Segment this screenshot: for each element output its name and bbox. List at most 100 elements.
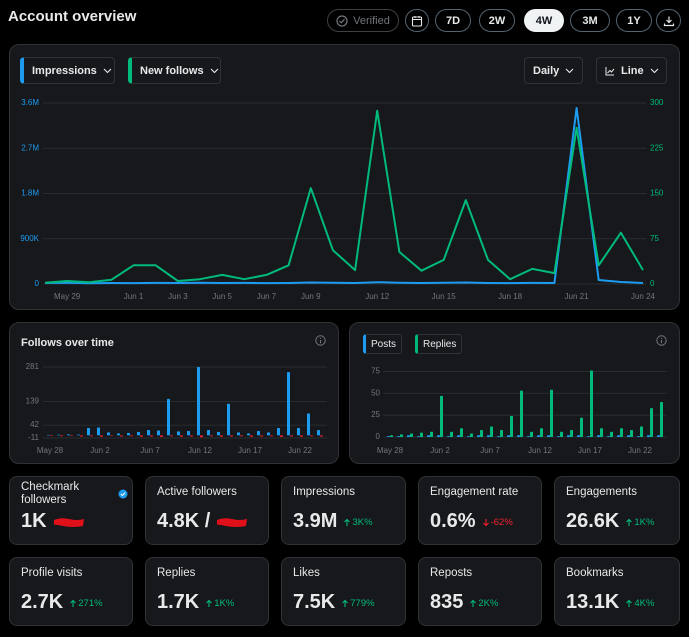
bar [320, 435, 323, 437]
bar [587, 436, 590, 437]
bar [200, 435, 203, 438]
granularity-select[interactable]: Daily [524, 57, 583, 84]
bar [540, 428, 543, 437]
metric-value: 4.8K / [157, 510, 211, 532]
range-button[interactable]: 2W [479, 9, 515, 32]
metric-row: 3.9M 3K% [293, 510, 373, 533]
arrow [470, 599, 477, 607]
bar [317, 429, 320, 436]
bar [530, 431, 533, 437]
verified-badge [118, 489, 128, 499]
metric-row: 7.5K 779% [293, 591, 375, 614]
bar [470, 433, 473, 437]
chevron [650, 68, 659, 73]
badge-circle [118, 489, 128, 499]
bar [277, 428, 280, 436]
bar [250, 435, 253, 437]
metric-card: Checkmark followers 1K [9, 476, 133, 545]
y-tick-label: 0 [376, 432, 381, 441]
metric-row: 2.7K 271% [21, 591, 103, 614]
x-tick-label: Jun 9 [301, 292, 321, 301]
x-tick-label: Jun 21 [565, 292, 590, 301]
verified-filter[interactable]: Verified [327, 9, 399, 32]
x-tick-label: Jun 2 [90, 446, 110, 455]
bar [177, 431, 180, 436]
x-tick-label: Jun 18 [498, 292, 523, 301]
bar [50, 435, 53, 437]
legend-item[interactable]: Posts [363, 334, 403, 354]
metric-label: Engagement rate [430, 486, 519, 498]
metric-value: 3.9M [293, 510, 338, 532]
bar [457, 435, 460, 437]
bar [150, 435, 153, 437]
bar [310, 435, 313, 437]
x-tick-label: Jun 12 [528, 446, 553, 455]
bar [400, 434, 403, 437]
range-button[interactable]: 4W [524, 9, 564, 32]
bar [507, 435, 510, 437]
bar [207, 429, 210, 436]
metric-change: 271% [69, 598, 103, 609]
bar [387, 436, 390, 437]
metric-row: 1.7K 1K% [157, 591, 234, 614]
y-tick-label: 42 [30, 420, 39, 429]
bar [527, 436, 530, 437]
arrow-up [70, 599, 77, 607]
bar [567, 435, 570, 437]
chart-type-select[interactable]: Line [596, 57, 667, 84]
legend-label: Posts [371, 338, 397, 350]
x-tick-label: May 28 [377, 446, 404, 455]
y-tick-label: 281 [26, 362, 40, 371]
metric-select[interactable]: Impressions [20, 57, 115, 84]
metric-change: 4K% [625, 598, 654, 609]
metric-select[interactable]: New follows [128, 57, 221, 84]
arrow-up [626, 518, 633, 526]
bar [627, 435, 630, 437]
bar [47, 434, 50, 436]
bar [510, 416, 513, 437]
range-button[interactable]: 1Y [616, 9, 652, 32]
metric-label: Replies [157, 567, 196, 579]
x-tick-label: Jun 24 [631, 292, 656, 301]
info-icon[interactable] [656, 335, 667, 346]
bar [297, 428, 300, 436]
bar [577, 435, 580, 437]
change-text: 4K% [634, 598, 655, 609]
bar [660, 402, 663, 437]
legend-item[interactable]: Replies [415, 334, 463, 354]
x-tick-label: Jun 15 [432, 292, 457, 301]
bar [270, 435, 273, 437]
bar [430, 431, 433, 437]
arrow [206, 599, 213, 607]
metric-row: 0.6% -62% [430, 510, 513, 533]
bar [307, 413, 310, 436]
series-line [44, 109, 644, 284]
metric-card: Engagements 26.6K 1K% [554, 476, 680, 545]
download-button[interactable] [656, 9, 681, 32]
bar [260, 435, 263, 437]
chevron [565, 68, 574, 73]
metric-card: Bookmarks 13.1K 4K% [554, 557, 680, 626]
y-tick-label: -11 [28, 433, 40, 442]
y2-tick-label: 225 [650, 143, 664, 152]
range-button[interactable]: 3M [570, 9, 610, 32]
metric-card: Active followers 4.8K / [145, 476, 269, 545]
metric-value: 0.6% [430, 510, 476, 532]
range-button[interactable]: 7D [435, 9, 471, 32]
bar [187, 430, 190, 436]
info-icon[interactable] [315, 335, 326, 346]
bar [447, 436, 450, 437]
arrow [626, 599, 633, 607]
x-tick-label: Jun 17 [238, 446, 263, 455]
metric-card: Reposts 835 2K% [418, 557, 542, 626]
metric-card: Impressions 3.9M 3K% [281, 476, 406, 545]
metric-change: 1K% [625, 517, 654, 528]
arrow [344, 518, 351, 526]
metric-value: 2.7K [21, 591, 64, 613]
bar [197, 367, 200, 436]
bar [280, 435, 283, 438]
y2-tick-label: 300 [650, 98, 664, 107]
metric-label: Impressions [293, 486, 355, 498]
calendar-button[interactable] [405, 9, 429, 32]
arrow [70, 599, 77, 607]
